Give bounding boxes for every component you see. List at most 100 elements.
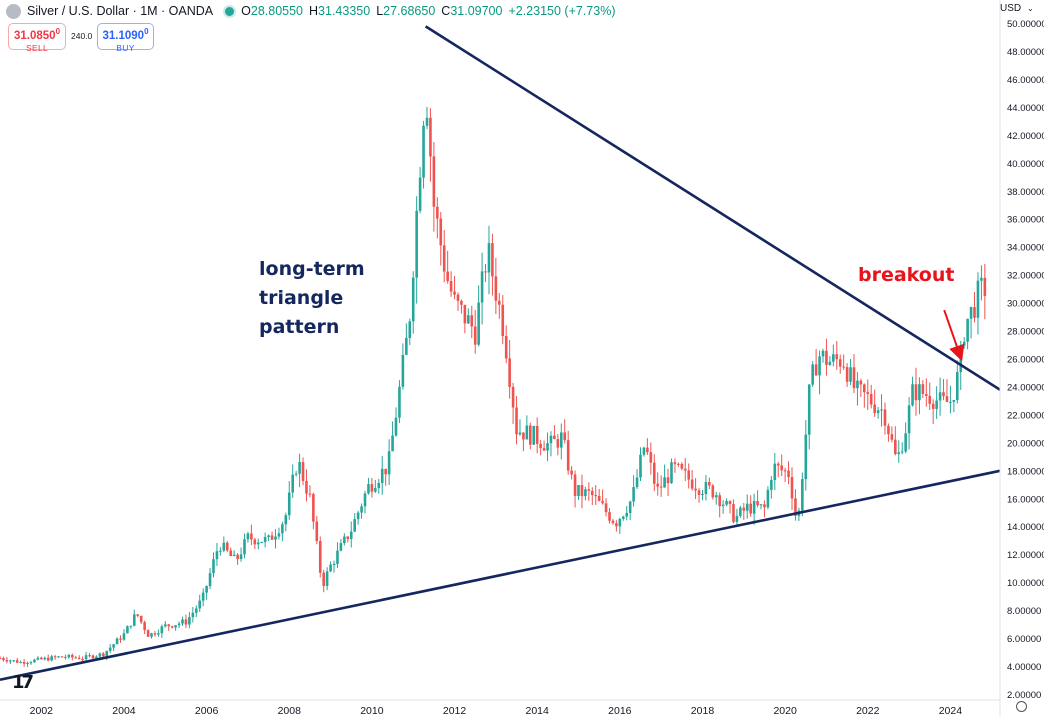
- gear-icon[interactable]: [1016, 701, 1027, 712]
- candle-body: [863, 384, 866, 393]
- candle-body: [160, 626, 164, 634]
- y-tick-label: 16.00000: [1007, 494, 1044, 505]
- candle-body: [608, 512, 611, 521]
- candle-body: [460, 300, 463, 305]
- candle-body: [363, 493, 367, 507]
- candle-body: [776, 463, 780, 466]
- y-tick-label: 8.00000: [1007, 606, 1041, 617]
- candle-body: [260, 541, 264, 543]
- candle-body: [188, 617, 191, 625]
- candle-body: [869, 393, 873, 405]
- candle-body: [911, 384, 914, 406]
- candle-body: [587, 489, 591, 491]
- candle-body: [956, 372, 959, 401]
- candle-body: [370, 484, 374, 492]
- candle-body: [301, 462, 305, 481]
- candle-body: [146, 630, 150, 637]
- candle-body: [962, 341, 966, 346]
- candle-body: [756, 501, 759, 506]
- candle-body: [580, 485, 584, 497]
- candle-body: [683, 468, 687, 471]
- candle-body: [446, 271, 449, 282]
- candle-body: [701, 493, 704, 495]
- candle-body: [229, 550, 233, 557]
- candle-body: [194, 608, 198, 613]
- candle-body: [484, 271, 487, 273]
- candle-body: [718, 495, 721, 506]
- candle-body: [539, 443, 542, 449]
- candle-body: [263, 537, 267, 542]
- y-tick-label: 6.00000: [1007, 634, 1041, 645]
- candle-body: [873, 404, 876, 414]
- tradingview-logo-icon[interactable]: 17: [12, 672, 34, 693]
- candle-body: [77, 657, 81, 660]
- candle-body: [673, 462, 677, 464]
- candle-body: [876, 410, 880, 414]
- candle-body: [584, 489, 587, 497]
- candle-body: [832, 354, 835, 362]
- candle-body: [632, 487, 635, 502]
- candle-body: [126, 626, 129, 634]
- symbol-title[interactable]: Silver / U.S. Dollar · 1M · OANDA: [27, 4, 214, 18]
- candle-body: [677, 463, 680, 465]
- candle-body: [411, 277, 415, 322]
- candle-body: [305, 480, 308, 494]
- candle-body: [508, 358, 511, 387]
- candle-body: [697, 490, 701, 495]
- candle-body: [752, 501, 756, 514]
- candle-body: [339, 543, 343, 551]
- y-tick-label: 34.00000: [1007, 243, 1044, 254]
- candle-body: [129, 625, 133, 627]
- candle-body: [794, 498, 797, 516]
- candle-body: [511, 386, 515, 408]
- candle-body: [966, 318, 969, 342]
- currency-label: USD: [1000, 3, 1022, 14]
- candle-body: [353, 519, 356, 532]
- market-status-icon: [225, 6, 235, 16]
- candle-body: [900, 451, 904, 453]
- high-value: 31.43350: [318, 4, 371, 18]
- candle-body: [749, 503, 752, 514]
- y-tick-label: 10.00000: [1007, 578, 1044, 589]
- x-tick-label: 2014: [526, 705, 550, 716]
- candle-body: [343, 536, 346, 544]
- candle-body: [635, 477, 639, 488]
- x-tick-label: 2002: [30, 705, 54, 716]
- sell-price: 31.0850: [13, 29, 56, 42]
- candle-body: [349, 531, 353, 540]
- y-tick-label: 36.00000: [1007, 215, 1044, 226]
- candle-body: [890, 434, 894, 440]
- y-tick-label: 44.00000: [1007, 103, 1044, 114]
- candle-body: [942, 392, 945, 397]
- candle-body: [522, 432, 525, 440]
- candle-body: [952, 400, 956, 402]
- candle-body: [312, 494, 315, 522]
- candle-body: [976, 280, 980, 318]
- candle-body: [852, 367, 856, 389]
- sell-button[interactable]: 31.08500 SELL: [8, 23, 66, 53]
- candle-body: [663, 477, 666, 488]
- candle-body: [807, 384, 811, 435]
- candle-body: [12, 660, 16, 662]
- x-tick-label: 2018: [691, 705, 715, 716]
- candle-body: [277, 533, 281, 537]
- y-tick-label: 48.00000: [1007, 47, 1044, 58]
- currency-selector[interactable]: USD ⌄: [1000, 3, 1034, 14]
- candle-body: [105, 650, 109, 657]
- candle-body: [384, 468, 387, 475]
- candle-body: [618, 518, 622, 527]
- candle-body: [604, 503, 608, 513]
- buy-button[interactable]: 31.10900 BUY: [97, 23, 154, 53]
- candle-body: [556, 439, 560, 448]
- candle-body: [425, 117, 429, 126]
- candle-body: [201, 592, 205, 601]
- y-tick-label: 50.00000: [1007, 19, 1044, 30]
- candle-body: [504, 336, 508, 359]
- candle-body: [356, 512, 360, 520]
- candle-body: [150, 633, 153, 637]
- candle-body: [170, 626, 174, 628]
- candle-body: [318, 541, 322, 573]
- y-tick-label: 24.00000: [1007, 382, 1044, 393]
- candle-body: [281, 524, 284, 534]
